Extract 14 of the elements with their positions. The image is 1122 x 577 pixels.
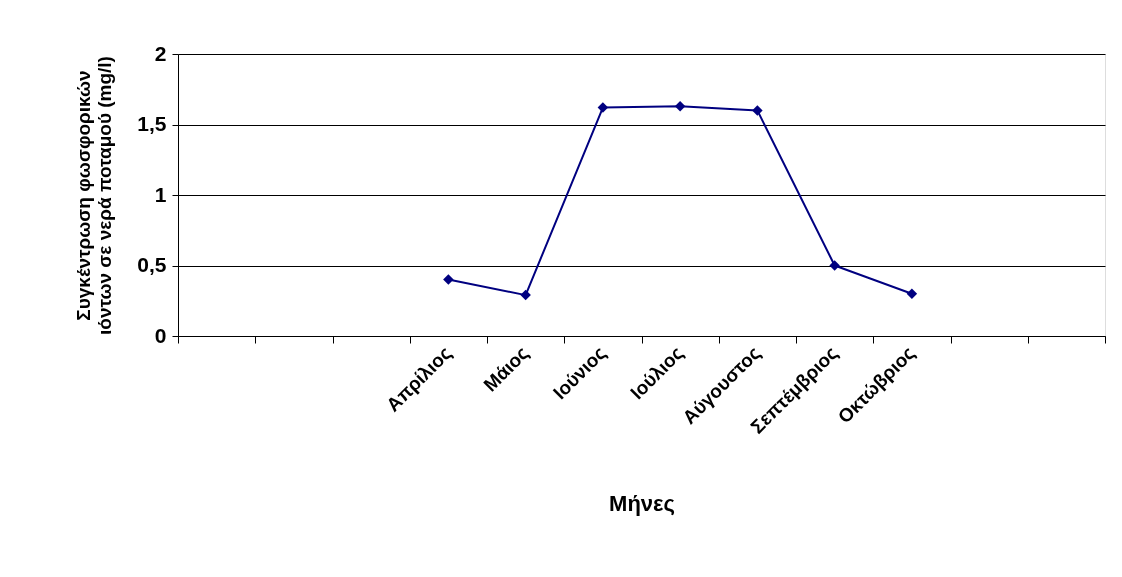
x-axis-title: Μήνες: [609, 491, 675, 516]
y-tick-label: 0,5: [137, 253, 167, 276]
point: [752, 105, 763, 116]
point: [829, 260, 840, 271]
y-tick-label: 1,5: [137, 112, 167, 135]
y-tick-label: 1: [154, 182, 167, 206]
y-axis-title: Συγκέντρωση φωσφορικών ιόντων σε νερά ποταμού (mg/l): [73, 56, 116, 335]
point: [674, 100, 686, 112]
y-tick-label: 2: [154, 41, 167, 65]
point: [520, 289, 531, 301]
y-tick-label: 0: [154, 323, 167, 347]
point: [906, 288, 918, 299]
point: [597, 102, 609, 113]
point: [443, 274, 454, 285]
